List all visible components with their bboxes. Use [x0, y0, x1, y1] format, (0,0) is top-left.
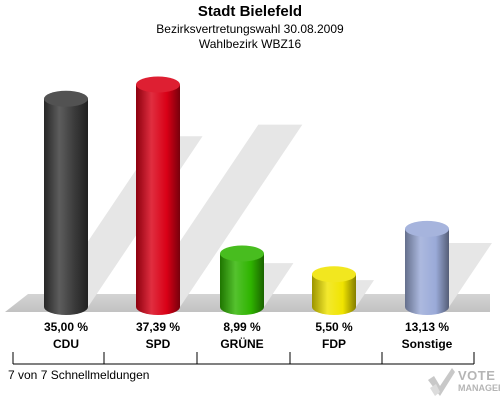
bar-sonstige — [405, 220, 449, 315]
bar-fdp — [312, 266, 356, 315]
bar-gr-ne — [220, 245, 264, 315]
votemanager-check-icon — [428, 368, 455, 396]
chart-title: Stadt Bielefeld — [197, 3, 303, 20]
category-label-spd: SPD — [146, 337, 171, 351]
value-label-cdu: 35,00 % — [44, 320, 88, 334]
category-label-sonstige: Sonstige — [402, 337, 453, 351]
value-label-sonstige: 13,13 % — [405, 320, 449, 334]
bar-cdu — [44, 90, 88, 315]
chart-subtitle-district: Wahlbezirk WBZ16 — [198, 37, 302, 51]
category-label-cdu: CDU — [53, 337, 79, 351]
value-label-spd: 37,39 % — [136, 320, 180, 334]
bar-spd — [136, 76, 180, 315]
category-label-fdp: FDP — [322, 337, 346, 351]
value-label-fdp: 5,50 % — [315, 320, 353, 334]
votemanager-logo: VOTE MANAGER — [426, 366, 500, 398]
watermark-line1: VOTE — [458, 368, 496, 383]
category-label-gr-ne: GRÜNE — [220, 336, 263, 351]
footnote-reports: 7 von 7 Schnellmeldungen — [8, 368, 150, 382]
value-label-gr-ne: 8,99 % — [223, 320, 261, 334]
watermark-line2: MANAGER — [458, 383, 500, 393]
chart-subtitle-election: Bezirksvertretungswahl 30.08.2009 — [156, 22, 344, 36]
